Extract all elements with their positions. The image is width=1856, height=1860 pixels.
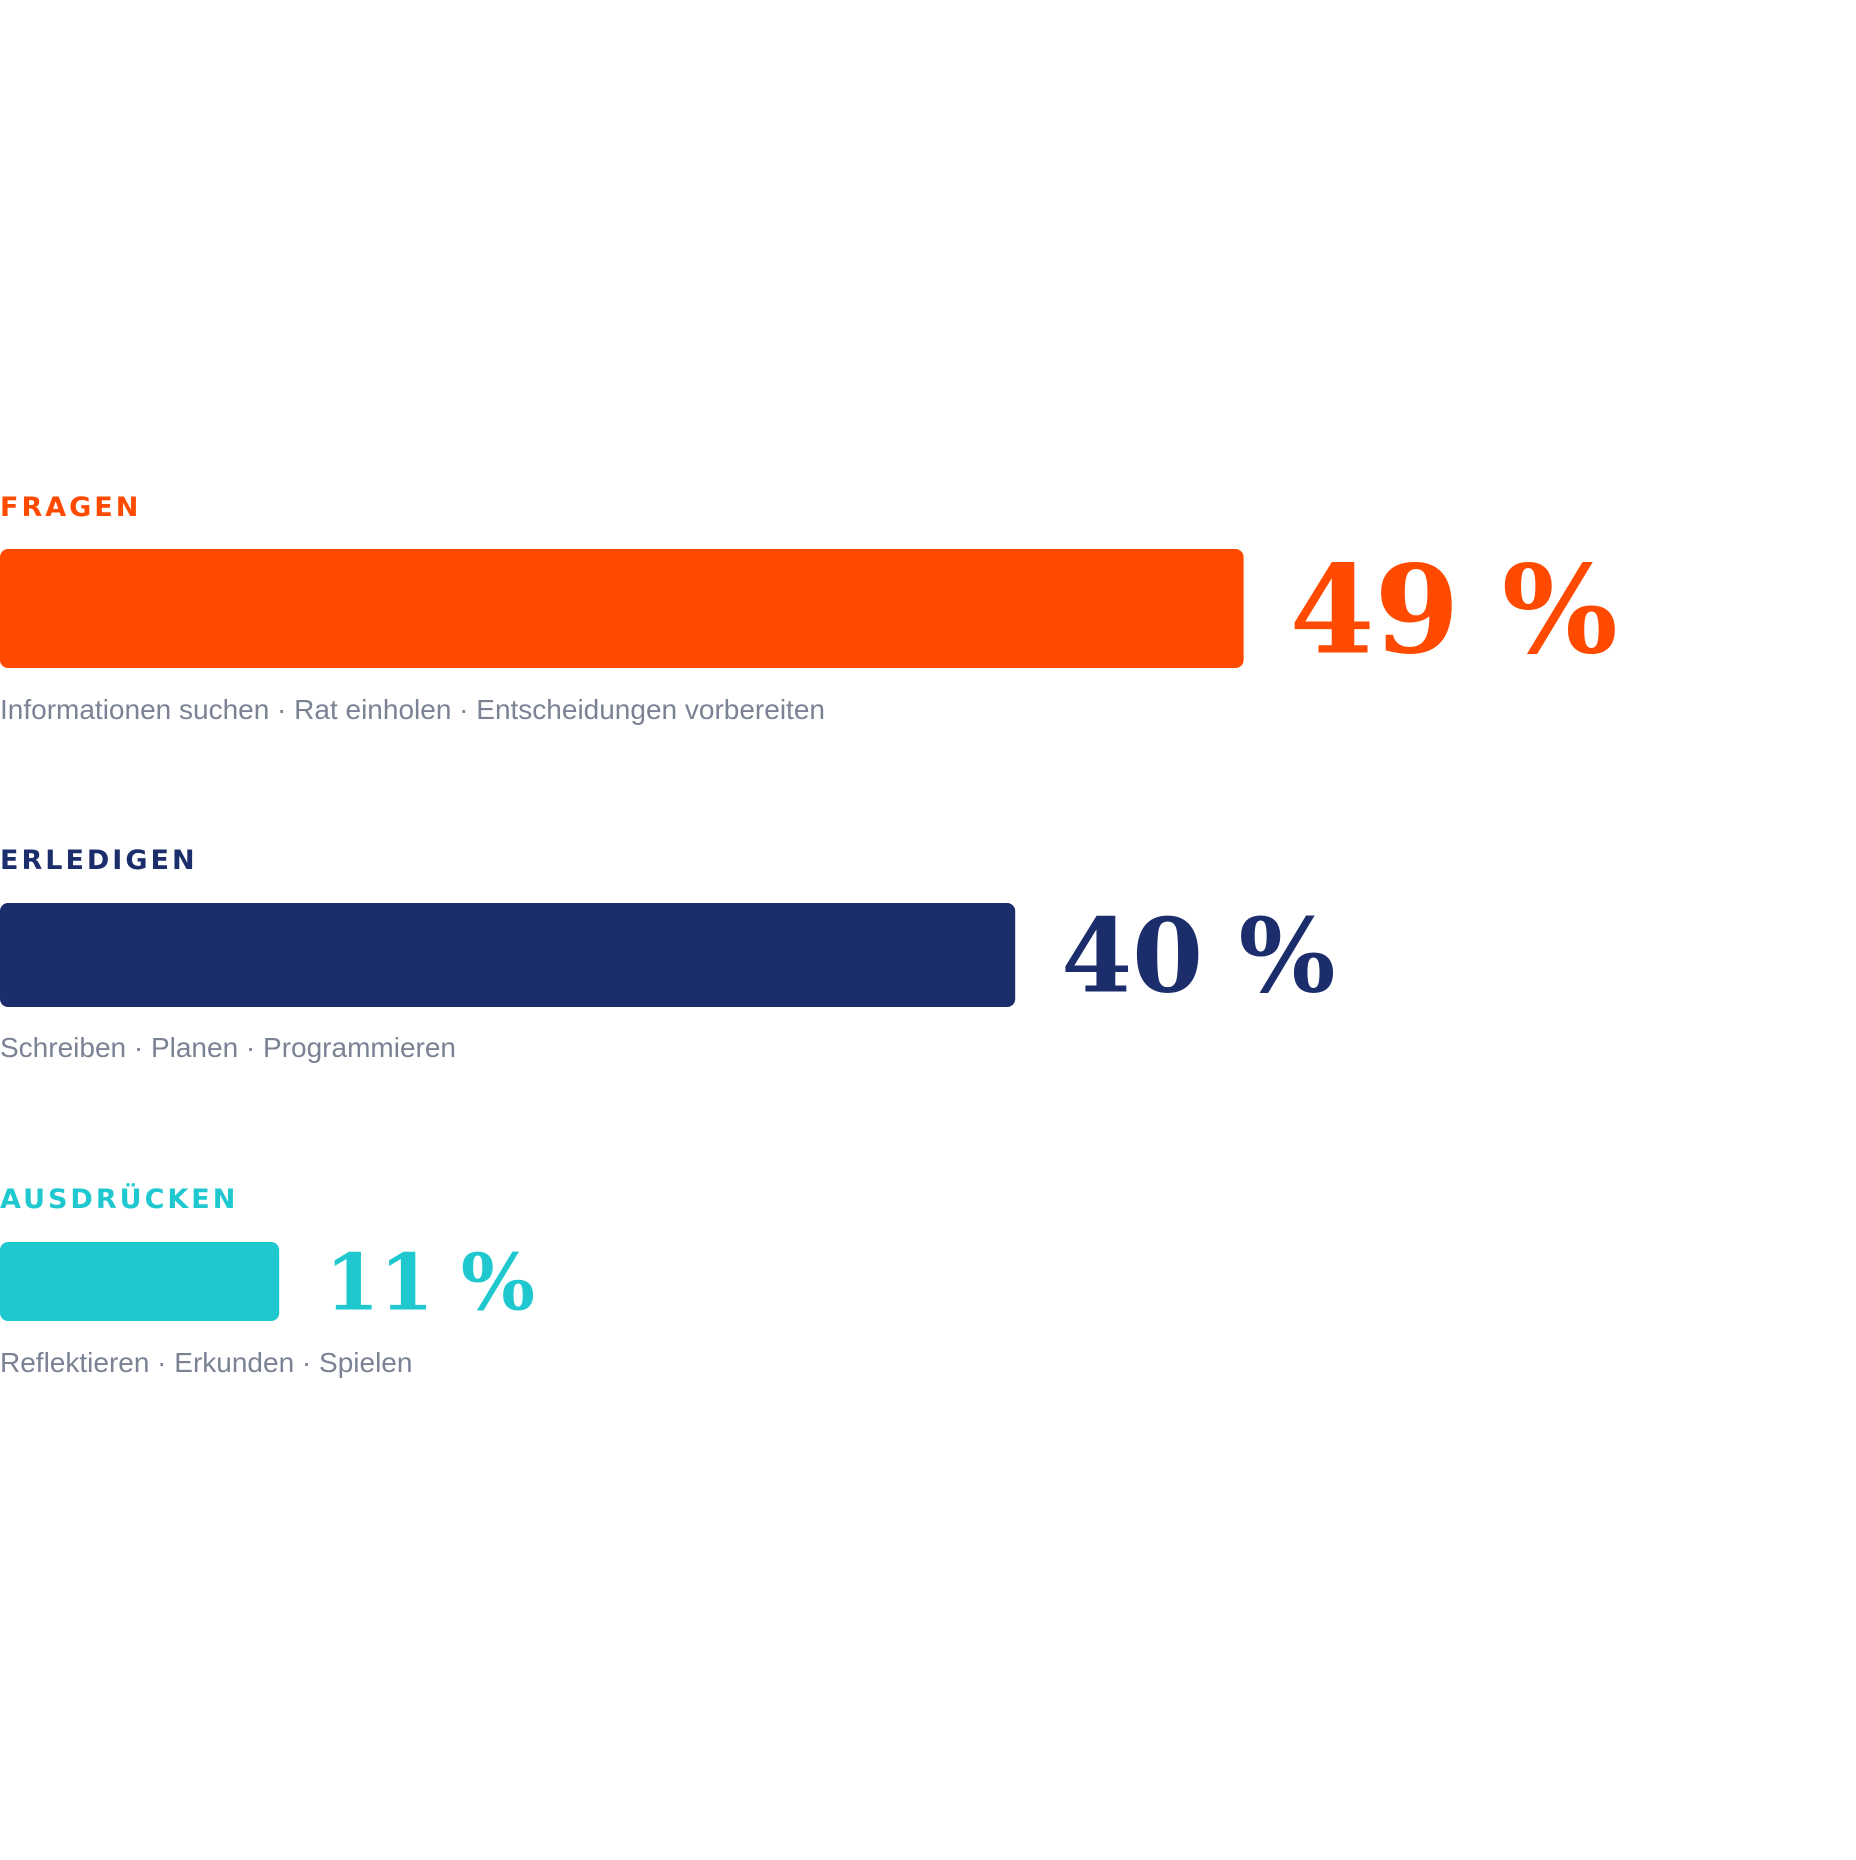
value-label: 49 % [1290,537,1618,681]
value-label: 40 % [1061,897,1335,1017]
description: Informationen suchen · Rat einholen · En… [0,694,825,725]
category-label: FRAGEN [0,492,141,523]
description: Reflektieren · Erkunden · Spielen [0,1347,412,1378]
bar [0,903,1016,1007]
bar [0,549,1244,668]
value-label: 11 % [325,1238,535,1329]
description: Schreiben · Planen · Programmieren [0,1032,456,1063]
category-label: AUSDRÜCKEN [0,1182,238,1215]
category-label: ERLEDIGEN [0,845,198,876]
bar [0,1242,280,1321]
